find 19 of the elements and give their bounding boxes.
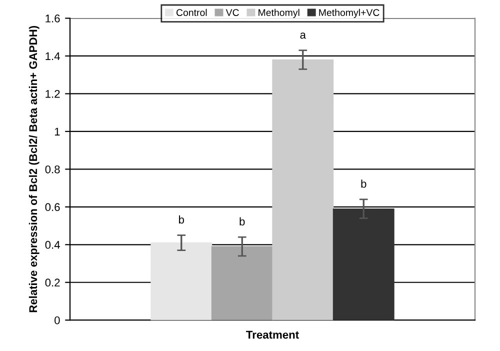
y-tick-label: 0.2	[45, 278, 60, 287]
y-tick-label: 1.4	[46, 52, 60, 60]
annotation: b	[179, 215, 184, 224]
y-tick-label: 1.6	[46, 14, 60, 22]
annotation: a	[300, 32, 306, 39]
y-tick-label: 1	[54, 128, 60, 136]
y-tick-label: 0	[54, 316, 60, 324]
legend-label: Methomyl	[258, 8, 300, 18]
y-axis-title: Relative expression of Bcl2 (Bcl2/ Beta actin+ GAPDH)	[28, 26, 40, 312]
legend-label: VC	[226, 9, 239, 16]
y-tick-label: 0.4	[45, 240, 60, 249]
x-axis-title: Treatment	[246, 330, 299, 339]
legend-label: Methomyl+VC	[319, 8, 380, 18]
y-tick-label: 1.2	[46, 90, 60, 98]
y-tick-label: 0.6	[45, 203, 60, 212]
y-tick-label: 0.8	[45, 165, 60, 174]
legend-label: Control	[176, 8, 207, 16]
annotation: b	[240, 217, 245, 226]
annotation: b	[361, 180, 366, 188]
